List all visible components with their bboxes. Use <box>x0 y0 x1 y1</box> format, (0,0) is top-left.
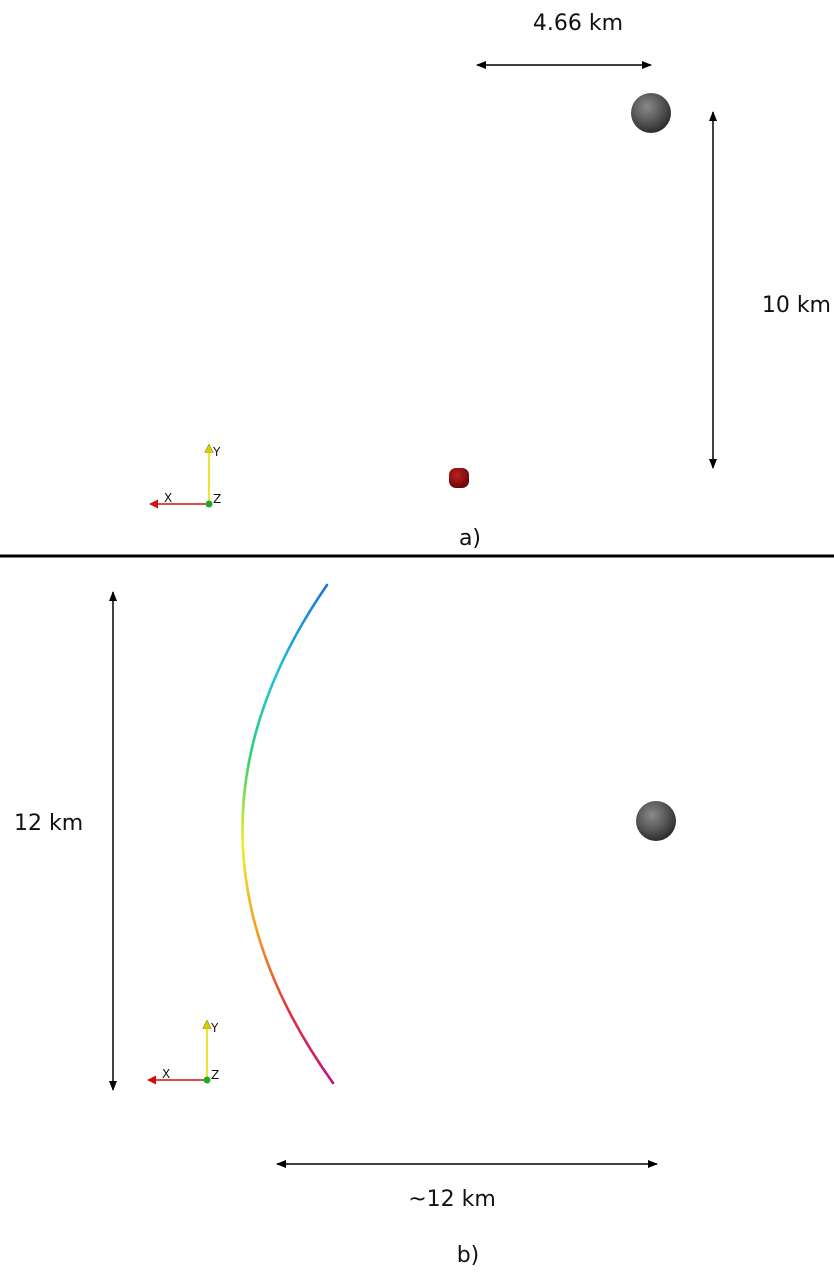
x-axis-label-a: X <box>164 491 172 505</box>
panel-b-caption: b) <box>457 1243 480 1268</box>
horizontal-distance-label-a: 4.66 km <box>533 11 623 36</box>
vertical-distance-label-a: 10 km <box>762 293 831 318</box>
orientation-axes-b: X Y Z <box>147 1021 219 1085</box>
y-axis-label-a: Y <box>212 445 221 459</box>
y-axis-label-b: Y <box>210 1021 219 1035</box>
z-axis-label-a: Z <box>213 492 221 506</box>
asteroid-a <box>631 93 671 133</box>
panel-a: 4.66 km 10 km X Y Z a) <box>149 11 831 551</box>
z-axis-dot-b <box>203 1076 211 1084</box>
z-axis-label-b: Z <box>211 1068 219 1082</box>
x-axis-label-b: X <box>162 1067 170 1081</box>
panel-a-caption: a) <box>459 526 481 551</box>
orientation-axes-a: X Y Z <box>149 445 221 509</box>
asteroid-b <box>636 801 676 841</box>
panel-b: 12 km X Y Z ~12 km b) <box>14 583 676 1268</box>
red-body-a <box>449 468 469 488</box>
z-axis-dot-a <box>205 500 213 508</box>
horizontal-distance-label-b: ~12 km <box>408 1187 496 1212</box>
vertical-distance-label-b: 12 km <box>14 811 83 836</box>
trajectory-arc <box>241 583 335 1085</box>
